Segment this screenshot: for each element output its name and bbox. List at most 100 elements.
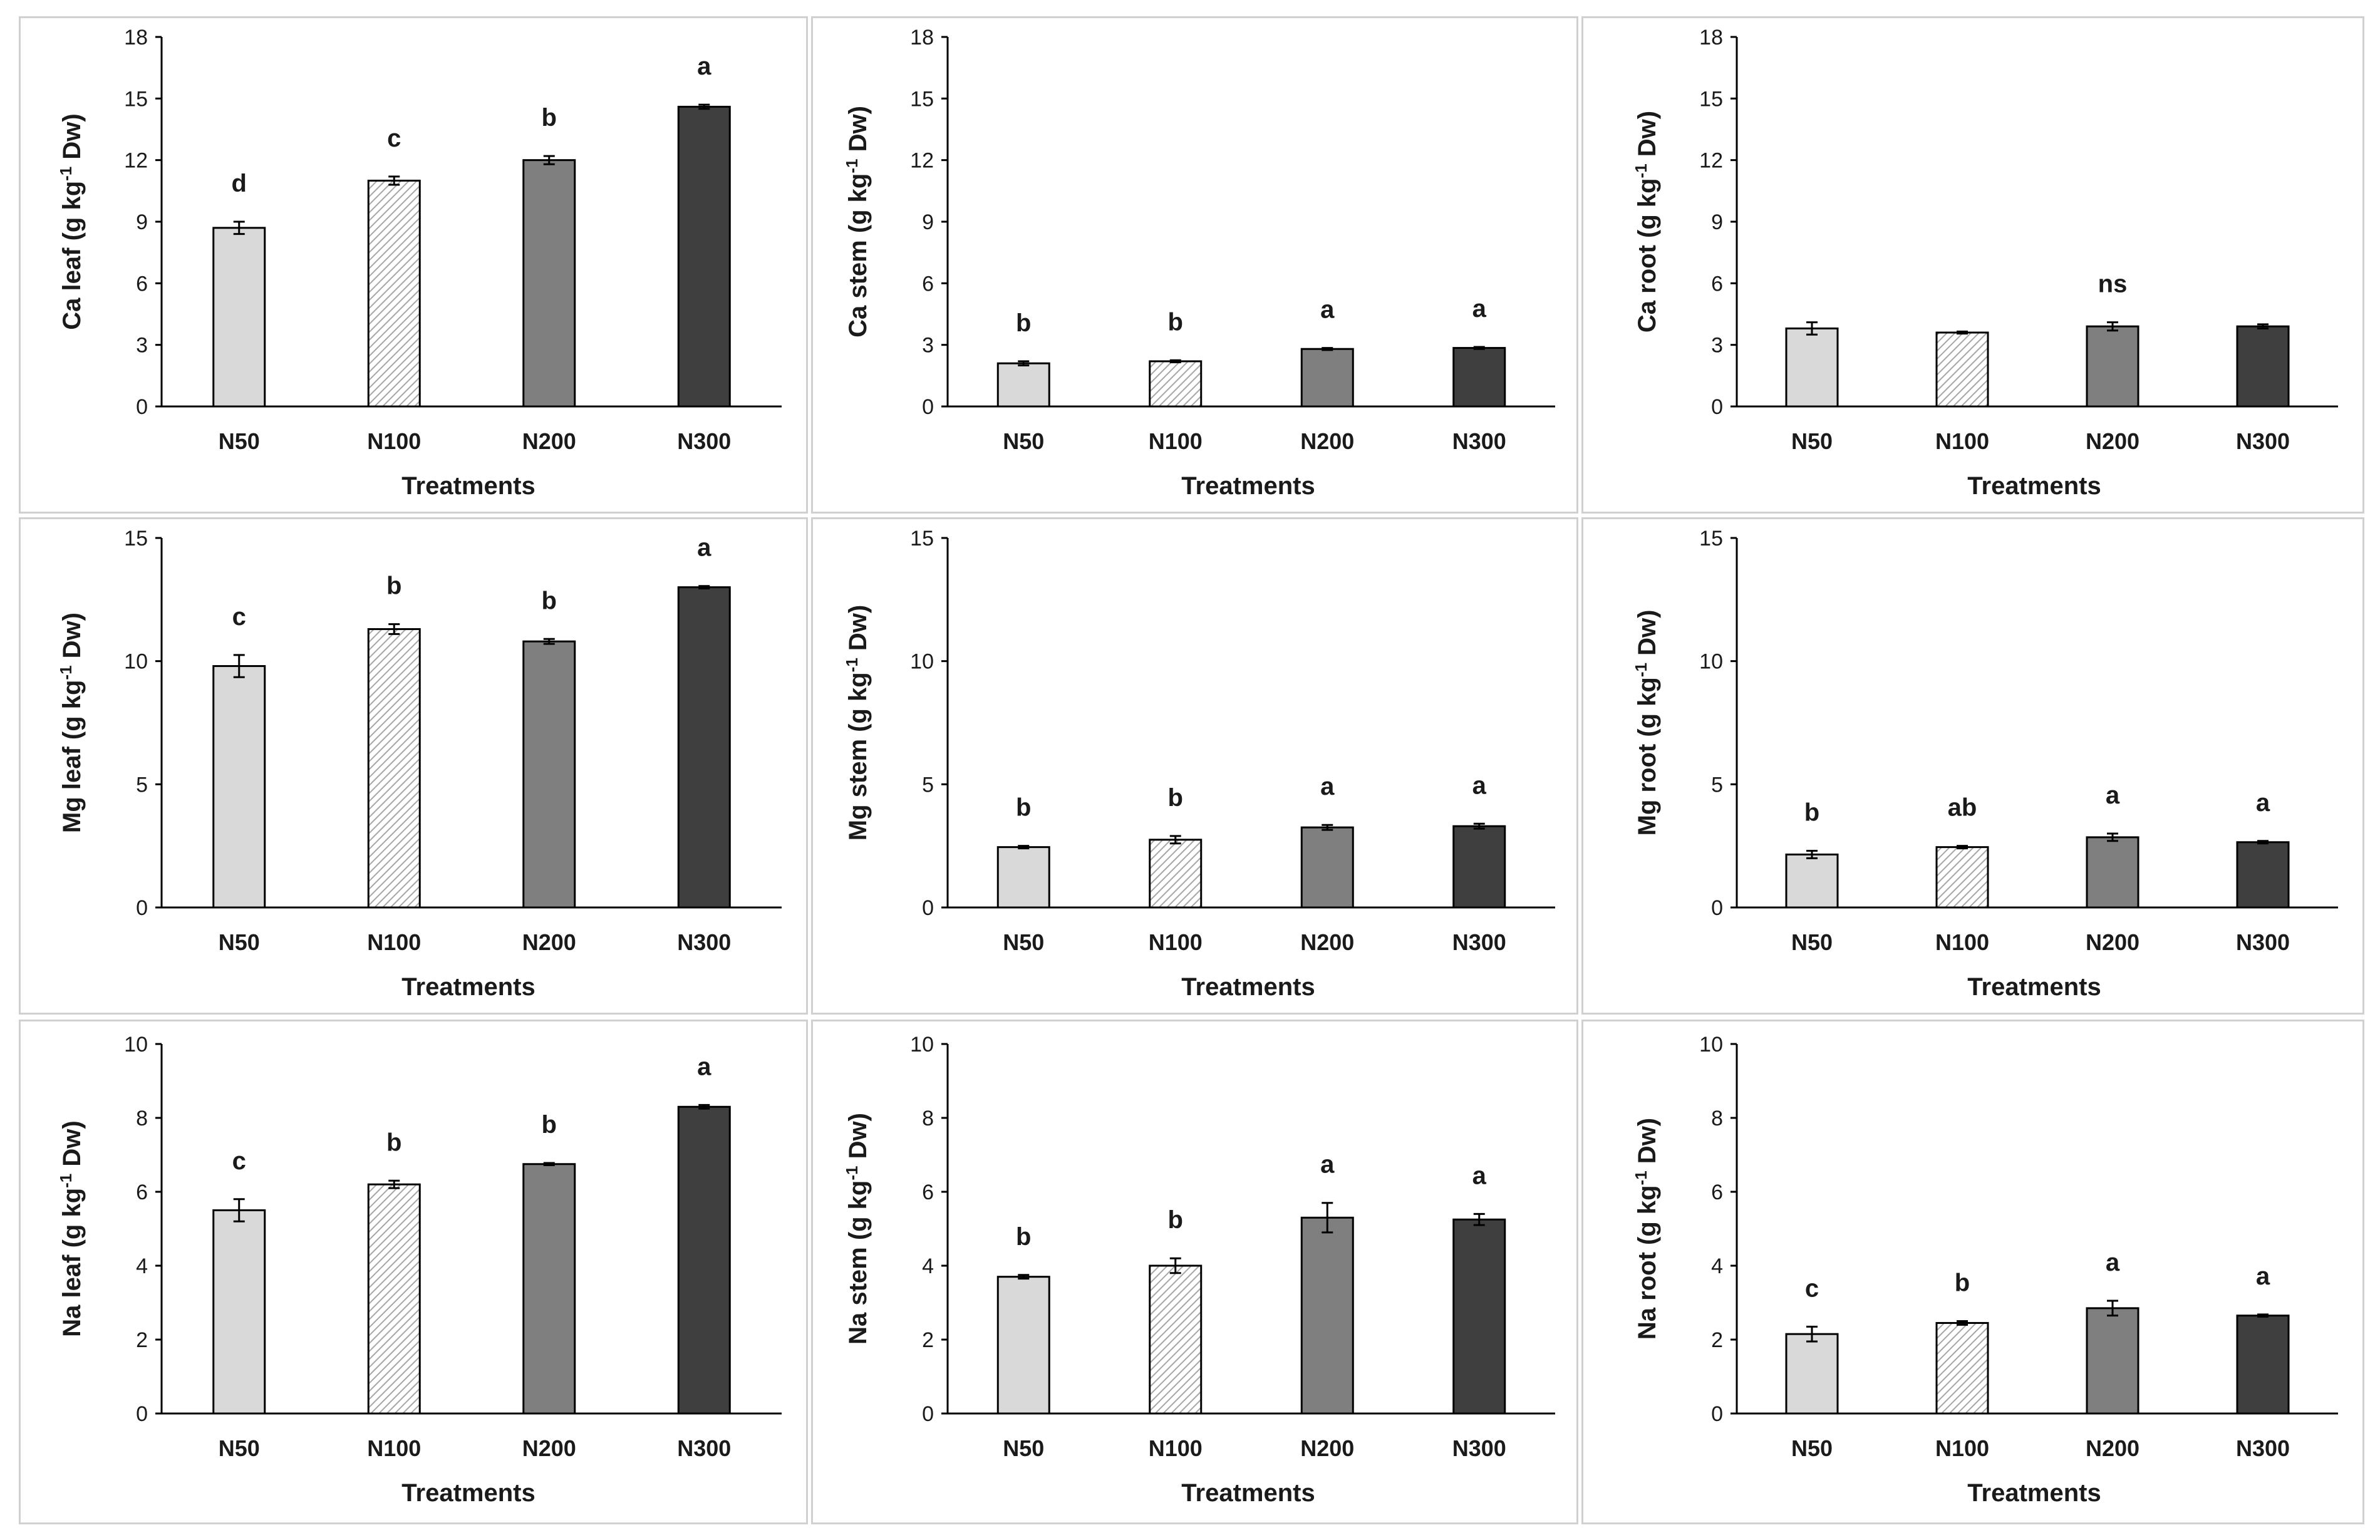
y-tick-label: 3 bbox=[922, 334, 934, 358]
significance-letter: b bbox=[1168, 308, 1183, 336]
x-axis-title: Treatments bbox=[1181, 1479, 1315, 1507]
y-axis-title: Ca leaf (g kg-1 Dw) bbox=[56, 113, 86, 329]
significance-letter: a bbox=[1472, 295, 1487, 323]
error-bar-n300 bbox=[698, 585, 710, 590]
y-tick-label: 12 bbox=[910, 149, 934, 173]
chart-mg-leaf: 0 5 10 15 c N50 b N100 b N200 a N300 Treatments Mg le… bbox=[56, 527, 782, 1001]
x-tick-label: N100 bbox=[1935, 428, 1989, 454]
x-tick-label: N100 bbox=[1149, 929, 1203, 955]
error-bar-n100 bbox=[1957, 845, 1968, 850]
chart-mg-root: 0 5 10 15 b N50 ab N100 a N200 a N300 Treatments Mg r… bbox=[1632, 527, 2338, 1001]
bar-n300 bbox=[677, 1105, 731, 1415]
error-bar-n200 bbox=[1322, 347, 1333, 351]
error-bar-n50 bbox=[1806, 321, 1818, 336]
significance-letter: a bbox=[1320, 1151, 1335, 1179]
bar-n100 bbox=[367, 628, 421, 909]
y-tick-label: 5 bbox=[1711, 773, 1723, 797]
y-tick-label: 18 bbox=[124, 26, 148, 49]
significance-letter: d bbox=[232, 170, 247, 197]
x-tick-label: N100 bbox=[1935, 929, 1989, 955]
error-bar-n300 bbox=[698, 103, 710, 110]
x-tick-label: N300 bbox=[1452, 428, 1506, 454]
bar-n200 bbox=[2086, 325, 2139, 408]
y-tick-label: 5 bbox=[136, 773, 148, 797]
y-tick-label: 15 bbox=[1699, 87, 1723, 111]
panel-ca-stem: 0 3 6 9 12 15 18 b N50 b N100 a N200 a N300 Treatments C… bbox=[811, 16, 1578, 514]
panel-ca-leaf: 0 3 6 9 12 15 18 d N50 c N100 b N200 a N300 Treatments C… bbox=[19, 16, 808, 514]
x-tick-label: N100 bbox=[367, 929, 421, 955]
significance-letter: a bbox=[1472, 772, 1487, 799]
error-bar-n300 bbox=[2257, 1313, 2269, 1318]
bar-n50 bbox=[212, 665, 266, 909]
error-bar-n300 bbox=[2257, 323, 2269, 329]
y-tick-label: 0 bbox=[136, 395, 148, 419]
chart-mg-stem: 0 5 10 15 b N50 b N100 a N200 a N300 Treatments Mg st… bbox=[842, 527, 1555, 1001]
error-bar-n200 bbox=[543, 638, 555, 645]
error-bar-n200 bbox=[1322, 824, 1333, 831]
x-axis-title: Treatments bbox=[401, 973, 535, 1001]
x-tick-label: N300 bbox=[677, 1435, 731, 1461]
y-tick-label: 8 bbox=[922, 1107, 934, 1130]
significance-letter: c bbox=[387, 125, 401, 152]
panel-ca-root: 0 3 6 9 12 15 18 N50 N100 ns N200 N300 Treatments Ca … bbox=[1581, 16, 2364, 514]
bar-n200 bbox=[522, 1163, 576, 1415]
error-bar-n200 bbox=[2107, 1300, 2118, 1317]
y-tick-label: 9 bbox=[1711, 210, 1723, 234]
significance-letter: a bbox=[2256, 789, 2270, 817]
significance-letter: ab bbox=[1948, 794, 1977, 822]
bar-n100 bbox=[1149, 360, 1203, 408]
y-tick-label: 10 bbox=[124, 650, 148, 674]
bar-n300 bbox=[2236, 325, 2290, 408]
bar-n300 bbox=[2236, 841, 2290, 909]
significance-letter: b bbox=[1016, 794, 1031, 822]
bar-n50 bbox=[996, 846, 1050, 909]
x-axis-title: Treatments bbox=[1967, 973, 2101, 1001]
bar-n100 bbox=[1149, 839, 1203, 909]
y-axis-title: Ca stem (g kg-1 Dw) bbox=[842, 106, 872, 338]
error-bar-n100 bbox=[1169, 1257, 1181, 1274]
significance-letter: b bbox=[542, 104, 557, 132]
bar-n200 bbox=[522, 159, 576, 408]
x-tick-label: N50 bbox=[219, 428, 260, 454]
panel-mg-root: 0 5 10 15 b N50 ab N100 a N200 a N300 Treatments Mg r… bbox=[1581, 517, 2364, 1015]
panel-na-leaf: 0 2 4 6 8 10 c N50 b N100 b N200 a N300 Treatments Na l… bbox=[19, 1020, 808, 1524]
x-tick-label: N200 bbox=[1300, 1435, 1354, 1461]
bar-n300 bbox=[677, 586, 731, 909]
error-bar-n200 bbox=[2107, 321, 2118, 332]
y-tick-label: 0 bbox=[1711, 395, 1723, 419]
x-tick-label: N300 bbox=[2236, 428, 2290, 454]
error-bar-n100 bbox=[388, 175, 400, 186]
chart-ca-stem: 0 3 6 9 12 15 18 b N50 b N100 a N200 a N300 Treatments C… bbox=[842, 26, 1555, 500]
x-tick-label: N200 bbox=[522, 428, 576, 454]
y-tick-label: 9 bbox=[922, 210, 934, 234]
error-bar-n100 bbox=[388, 623, 400, 635]
significance-letter: b bbox=[1955, 1269, 1970, 1297]
panel-na-stem: 0 2 4 6 8 10 b N50 b N100 a N200 a N300 Treatments Na s… bbox=[811, 1020, 1578, 1524]
x-tick-label: N200 bbox=[2086, 929, 2139, 955]
error-bar-n200 bbox=[1322, 1202, 1333, 1234]
chart-na-leaf: 0 2 4 6 8 10 c N50 b N100 b N200 a N300 Treatments Na l… bbox=[56, 1033, 782, 1507]
bar-n300 bbox=[1452, 1218, 1506, 1415]
y-tick-label: 10 bbox=[1699, 1033, 1723, 1057]
significance-letter: ns bbox=[2098, 271, 2128, 298]
error-bar-n200 bbox=[543, 155, 555, 165]
chart-na-stem: 0 2 4 6 8 10 b N50 b N100 a N200 a N300 Treatments Na s… bbox=[842, 1033, 1555, 1507]
y-tick-label: 6 bbox=[136, 272, 148, 296]
x-tick-label: N50 bbox=[1003, 428, 1044, 454]
y-tick-label: 6 bbox=[922, 272, 934, 296]
y-tick-label: 2 bbox=[1711, 1328, 1723, 1352]
x-tick-label: N300 bbox=[2236, 929, 2290, 955]
significance-letter: a bbox=[697, 534, 711, 562]
x-tick-label: N50 bbox=[219, 929, 260, 955]
x-axis-title: Treatments bbox=[1181, 973, 1315, 1001]
error-bar-n300 bbox=[1473, 346, 1485, 350]
bar-n200 bbox=[1300, 826, 1354, 909]
y-tick-label: 15 bbox=[910, 87, 934, 111]
y-tick-label: 0 bbox=[1711, 1402, 1723, 1426]
bar-n200 bbox=[2086, 836, 2139, 909]
y-tick-label: 10 bbox=[124, 1033, 148, 1057]
y-tick-label: 6 bbox=[1711, 1181, 1723, 1204]
y-tick-label: 3 bbox=[136, 334, 148, 358]
significance-letter: a bbox=[697, 53, 711, 80]
